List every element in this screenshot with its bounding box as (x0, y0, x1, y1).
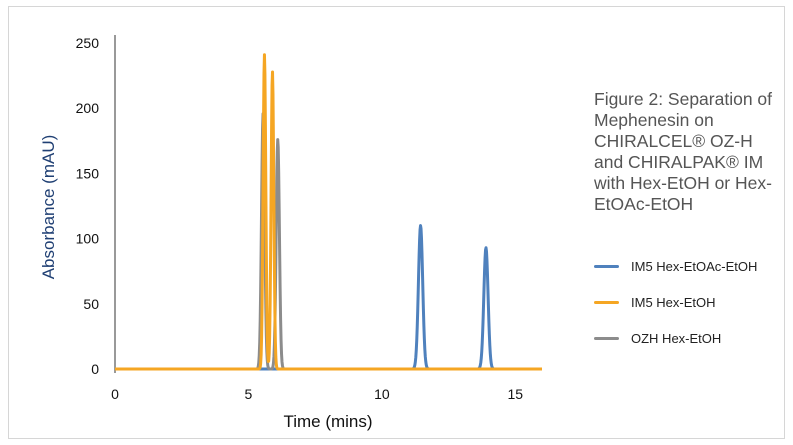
series-line-im5-hex-etoac-etoh (113, 224, 544, 371)
legend: IM5 Hex-EtOAc-EtOH IM5 Hex-EtOH OZH Hex-… (594, 256, 757, 364)
legend-label: OZH Hex-EtOH (631, 330, 722, 346)
y-tick-label: 150 (76, 165, 100, 181)
y-tick-label: 50 (83, 296, 99, 312)
x-tick-label: 0 (111, 386, 119, 402)
chromatogram-chart: 0 50 100 150 200 250 0 5 10 15 Time (mins) Absor… (39, 35, 544, 431)
x-tick-label: 5 (245, 386, 253, 402)
x-tick-label: 15 (508, 386, 524, 402)
y-axis-title: Absorbance (mAU) (39, 135, 58, 280)
legend-item: IM5 Hex-EtOH (594, 292, 757, 312)
legend-swatch (594, 336, 619, 340)
legend-swatch (594, 300, 619, 304)
y-tick-label: 0 (91, 361, 99, 377)
legend-item: IM5 Hex-EtOAc-EtOH (594, 256, 757, 276)
x-tick-label: 10 (374, 386, 390, 402)
series-line-im5-hex-etoh (113, 53, 544, 371)
y-tick-label: 200 (76, 100, 100, 116)
x-axis-title: Time (mins) (283, 412, 372, 431)
legend-swatch (594, 264, 619, 268)
x-axis-ticks: 0 5 10 15 (111, 386, 523, 402)
figure-frame: 0 50 100 150 200 250 0 5 10 15 Time (mins) Absor… (8, 6, 785, 439)
y-axis-ticks: 0 50 100 150 200 250 (76, 35, 100, 377)
legend-label: IM5 Hex-EtOH (631, 294, 716, 310)
series-lines (113, 35, 544, 373)
legend-label: IM5 Hex-EtOAc-EtOH (631, 258, 758, 274)
y-tick-label: 250 (76, 35, 100, 51)
legend-item: OZH Hex-EtOH (594, 328, 757, 348)
figure-caption: Figure 2: Separation of Mephenesin on CH… (594, 89, 773, 214)
y-tick-label: 100 (76, 231, 100, 247)
series-line-ozh-hex-etoh (113, 112, 544, 371)
